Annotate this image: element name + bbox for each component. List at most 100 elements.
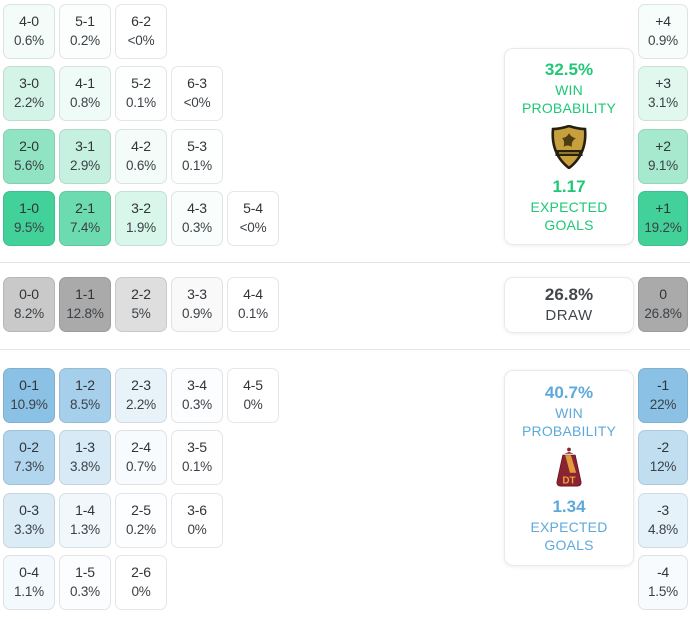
- away-expected-label: EXPECTED: [530, 519, 608, 536]
- score-tile-5-3: 5-3 0.1%: [171, 129, 223, 184]
- margin-tile-0: 0 26.8%: [638, 277, 688, 332]
- score-tile-5-2: 5-2 0.1%: [115, 66, 167, 121]
- score-tile-3-5: 3-5 0.1%: [171, 430, 223, 485]
- probability-label: <0%: [127, 32, 155, 48]
- margin-tile-+2: +2 9.1%: [638, 129, 688, 184]
- score-tile-1-5: 1-5 0.3%: [59, 555, 111, 610]
- score-tile-4-4: 4-4 0.1%: [227, 277, 279, 332]
- probability-label: 3.1%: [648, 94, 678, 110]
- probability-label: 0.2%: [70, 32, 100, 48]
- score-tile-0-3: 0-3 3.3%: [3, 493, 55, 548]
- margin-tile-+1: +1 19.2%: [638, 191, 688, 246]
- score-label: 4-0: [19, 13, 39, 30]
- home-probability-label: PROBABILITY: [521, 100, 616, 117]
- score-label: 0-4: [19, 564, 39, 581]
- score-label: 4-5: [243, 377, 263, 394]
- score-tile-6-3: 6-3 <0%: [171, 66, 223, 121]
- probability-label: 2.2%: [14, 94, 44, 110]
- score-label: 0-0: [19, 286, 39, 303]
- score-tile-0-0: 0-0 8.2%: [3, 277, 55, 332]
- probability-label: 0.9%: [182, 305, 212, 321]
- probability-label: 8.5%: [70, 396, 100, 412]
- margin-tile-+4: +4 0.9%: [638, 4, 688, 59]
- draw-label: DRAW: [545, 307, 593, 325]
- score-label: 2-0: [19, 138, 39, 155]
- score-tile-3-4: 3-4 0.3%: [171, 368, 223, 423]
- away-win-card: 40.7% WIN PROBABILITY DT 1.34 EXPECTED G…: [504, 370, 634, 566]
- score-label: 3-5: [187, 439, 207, 456]
- score-tile-3-6: 3-6 0%: [171, 493, 223, 548]
- score-tile-3-1: 3-1 2.9%: [59, 129, 111, 184]
- away-expected-goals-value: 1.34: [552, 497, 586, 516]
- score-label: 0-3: [19, 502, 39, 519]
- probability-label: 3.8%: [70, 458, 100, 474]
- score-tile-3-2: 3-2 1.9%: [115, 191, 167, 246]
- probability-label: 2.2%: [126, 396, 156, 412]
- score-label: 3-2: [131, 200, 151, 217]
- probability-label: 0.6%: [126, 157, 156, 173]
- away-win-label: WIN: [555, 404, 583, 421]
- probability-label: 0.3%: [70, 583, 100, 599]
- probability-label: 2.9%: [70, 157, 100, 173]
- margin-tile--2: -2 12%: [638, 430, 688, 485]
- probability-label: 0.3%: [182, 396, 212, 412]
- score-tile-0-2: 0-2 7.3%: [3, 430, 55, 485]
- score-label: 4-4: [243, 286, 263, 303]
- score-label: 3-3: [187, 286, 207, 303]
- score-tile-2-1: 2-1 7.4%: [59, 191, 111, 246]
- score-label: 1-4: [75, 502, 95, 519]
- home-win-card: 32.5% WIN PROBABILITY 1.17 EXPECTED GOAL…: [504, 48, 634, 245]
- probability-label: 0.1%: [182, 157, 212, 173]
- margin-tile--3: -3 4.8%: [638, 493, 688, 548]
- margin-tile-+3: +3 3.1%: [638, 66, 688, 121]
- score-tile-1-0: 1-0 9.5%: [3, 191, 55, 246]
- score-label: 0: [659, 286, 667, 303]
- probability-label: <0%: [183, 94, 211, 110]
- score-label: 1-1: [75, 286, 95, 303]
- probability-label: 1.3%: [70, 521, 100, 537]
- score-label: 1-0: [19, 200, 39, 217]
- score-label: +4: [655, 13, 671, 30]
- section-divider: [0, 349, 690, 350]
- score-tile-1-4: 1-4 1.3%: [59, 493, 111, 548]
- probability-label: 19.2%: [644, 219, 682, 235]
- probability-label: 0%: [131, 583, 151, 599]
- score-tile-6-2: 6-2 <0%: [115, 4, 167, 59]
- probability-label: 0.7%: [126, 458, 156, 474]
- probability-label: 1.5%: [648, 583, 678, 599]
- probability-label: 0.1%: [238, 305, 268, 321]
- score-label: 2-5: [131, 502, 151, 519]
- probability-label: 0.9%: [648, 32, 678, 48]
- home-expected-goals-value: 1.17: [552, 176, 586, 196]
- score-tile-4-0: 4-0 0.6%: [3, 4, 55, 59]
- probability-label: 0.1%: [182, 458, 212, 474]
- deportes-tolima-crest-icon: DT: [550, 447, 588, 489]
- score-label: -3: [656, 502, 670, 519]
- aguilas-doradas-crest-icon: [548, 124, 590, 169]
- score-label: 2-4: [131, 439, 151, 456]
- probability-label: 7.4%: [70, 219, 100, 235]
- home-expected-label: EXPECTED: [530, 198, 608, 215]
- score-label: 3-1: [75, 138, 95, 155]
- probability-label: 0.2%: [126, 521, 156, 537]
- probability-label: 10.9%: [10, 396, 48, 412]
- score-tile-3-0: 3-0 2.2%: [3, 66, 55, 121]
- home-goals-label: GOALS: [544, 216, 594, 233]
- score-label: 5-1: [75, 13, 95, 30]
- score-label: +1: [655, 200, 671, 217]
- score-label: 2-6: [131, 564, 151, 581]
- score-tile-2-0: 2-0 5.6%: [3, 129, 55, 184]
- score-label: 4-1: [75, 75, 95, 92]
- score-label: +2: [655, 138, 671, 155]
- probability-label: 0.3%: [182, 219, 212, 235]
- score-label: 5-2: [131, 75, 151, 92]
- score-label: -2: [656, 439, 670, 456]
- probability-label: <0%: [239, 219, 267, 235]
- score-tile-0-1: 0-1 10.9%: [3, 368, 55, 423]
- score-tile-1-1: 1-1 12.8%: [59, 277, 111, 332]
- probability-label: 3.3%: [14, 521, 44, 537]
- score-label: -4: [656, 564, 670, 581]
- probability-label: 12.8%: [66, 305, 104, 321]
- score-tile-2-4: 2-4 0.7%: [115, 430, 167, 485]
